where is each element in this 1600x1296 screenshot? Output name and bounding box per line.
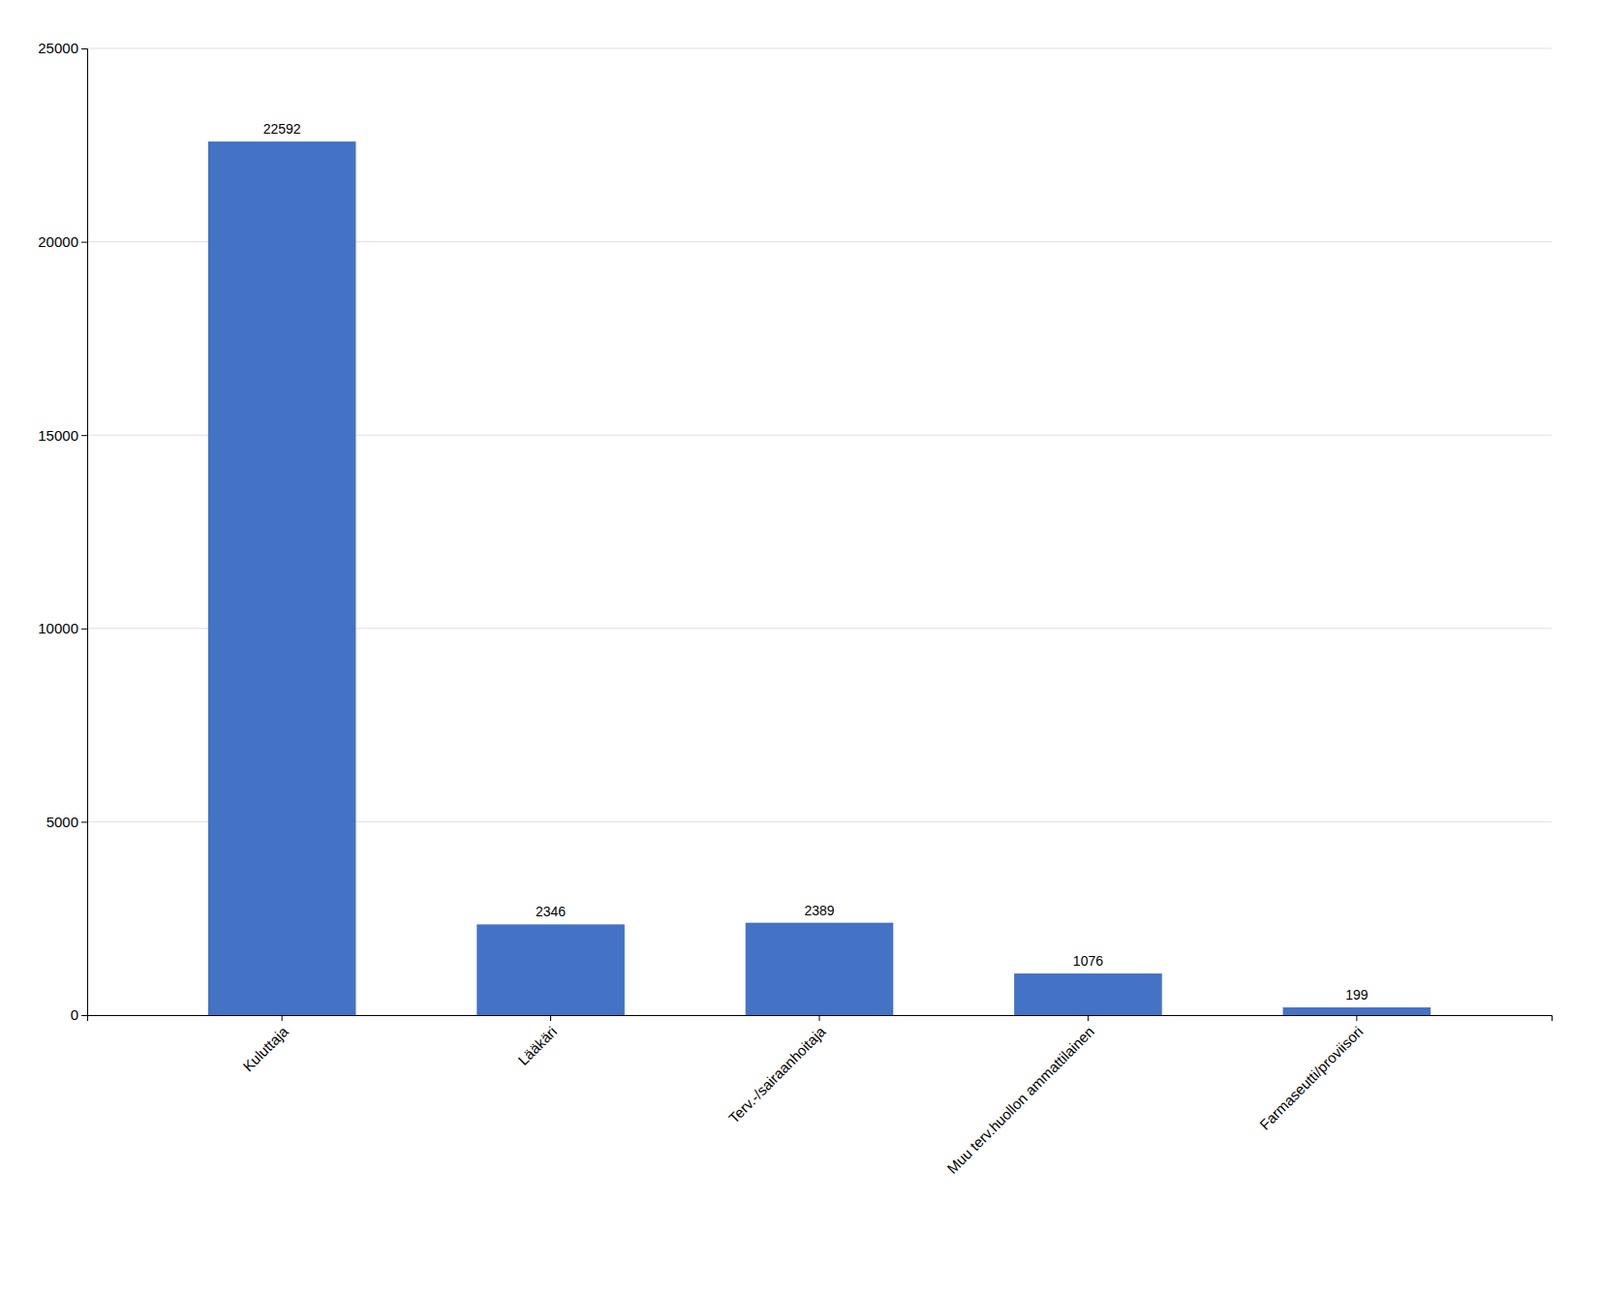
bars bbox=[208, 141, 1431, 1016]
tick-mark bbox=[81, 434, 88, 436]
plot-area: 0 5000 10000 15000 20000 25000 Kuluttaja Lääkär… bbox=[37, 39, 1552, 1176]
y-tick: 25000 bbox=[37, 39, 88, 57]
data-labels: 22592 2346 2389 1076 199 bbox=[263, 121, 1369, 1003]
x-tick: Farmaseutti/proviisori bbox=[1256, 1015, 1366, 1134]
x-tick: Muu terv.huollon ammattilainen bbox=[943, 1015, 1098, 1177]
y-tick: 5000 bbox=[46, 813, 88, 831]
tick-label: 25000 bbox=[37, 39, 79, 57]
data-label: 2346 bbox=[535, 903, 566, 920]
data-label: 22592 bbox=[263, 121, 302, 137]
tick-label: Farmaseutti/proviisori bbox=[1256, 1022, 1366, 1133]
chart: 0 5000 10000 15000 20000 25000 Kuluttaja Lääkär… bbox=[0, 0, 1600, 1296]
bar bbox=[745, 923, 894, 1016]
y-tick: 0 bbox=[70, 1006, 88, 1023]
tick-label: 15000 bbox=[37, 427, 79, 444]
bar bbox=[1283, 1007, 1432, 1016]
axis-line bbox=[81, 49, 89, 1016]
grid-line bbox=[87, 48, 1552, 50]
x-tick: Lääkäri bbox=[514, 1015, 560, 1069]
tick-label: 0 bbox=[70, 1006, 79, 1023]
grid bbox=[87, 48, 1552, 1016]
tick-mark bbox=[81, 1015, 88, 1016]
y-tick: 15000 bbox=[37, 427, 88, 444]
tick-label: Muu terv.huollon ammattilainen bbox=[943, 1022, 1098, 1177]
tick-mark bbox=[81, 48, 88, 50]
data-label: 199 bbox=[1345, 986, 1369, 1003]
tick-mark bbox=[550, 1015, 552, 1021]
tick-mark bbox=[81, 242, 88, 244]
x-tick: Kuluttaja bbox=[239, 1015, 292, 1075]
axis-line bbox=[88, 1015, 1553, 1022]
tick-label: 5000 bbox=[46, 813, 79, 831]
y-tick: 20000 bbox=[37, 233, 88, 250]
data-label: 2389 bbox=[803, 902, 834, 919]
y-axis: 0 5000 10000 15000 20000 25000 bbox=[37, 39, 88, 1023]
tick-mark bbox=[81, 821, 88, 823]
y-tick: 10000 bbox=[37, 619, 88, 637]
tick-mark bbox=[1087, 1015, 1089, 1021]
tick-mark bbox=[281, 1015, 283, 1021]
tick-label: 20000 bbox=[37, 233, 79, 250]
tick-label: 10000 bbox=[37, 619, 79, 637]
bar bbox=[476, 923, 625, 1016]
x-axis: Kuluttaja Lääkäri Terv.-/sairaanhoitaja Muu… bbox=[88, 1015, 1553, 1177]
bar bbox=[208, 141, 357, 1016]
bar bbox=[1014, 973, 1163, 1016]
tick-label: Lääkäri bbox=[514, 1022, 560, 1069]
tick-mark bbox=[1355, 1015, 1357, 1021]
x-tick: Terv.-/sairaanhoitaja bbox=[725, 1015, 830, 1127]
tick-label: Terv.-/sairaanhoitaja bbox=[725, 1022, 830, 1127]
data-label: 1076 bbox=[1073, 953, 1104, 969]
tick-mark bbox=[81, 628, 88, 630]
tick-label: Kuluttaja bbox=[239, 1022, 292, 1076]
tick-mark bbox=[819, 1015, 821, 1021]
